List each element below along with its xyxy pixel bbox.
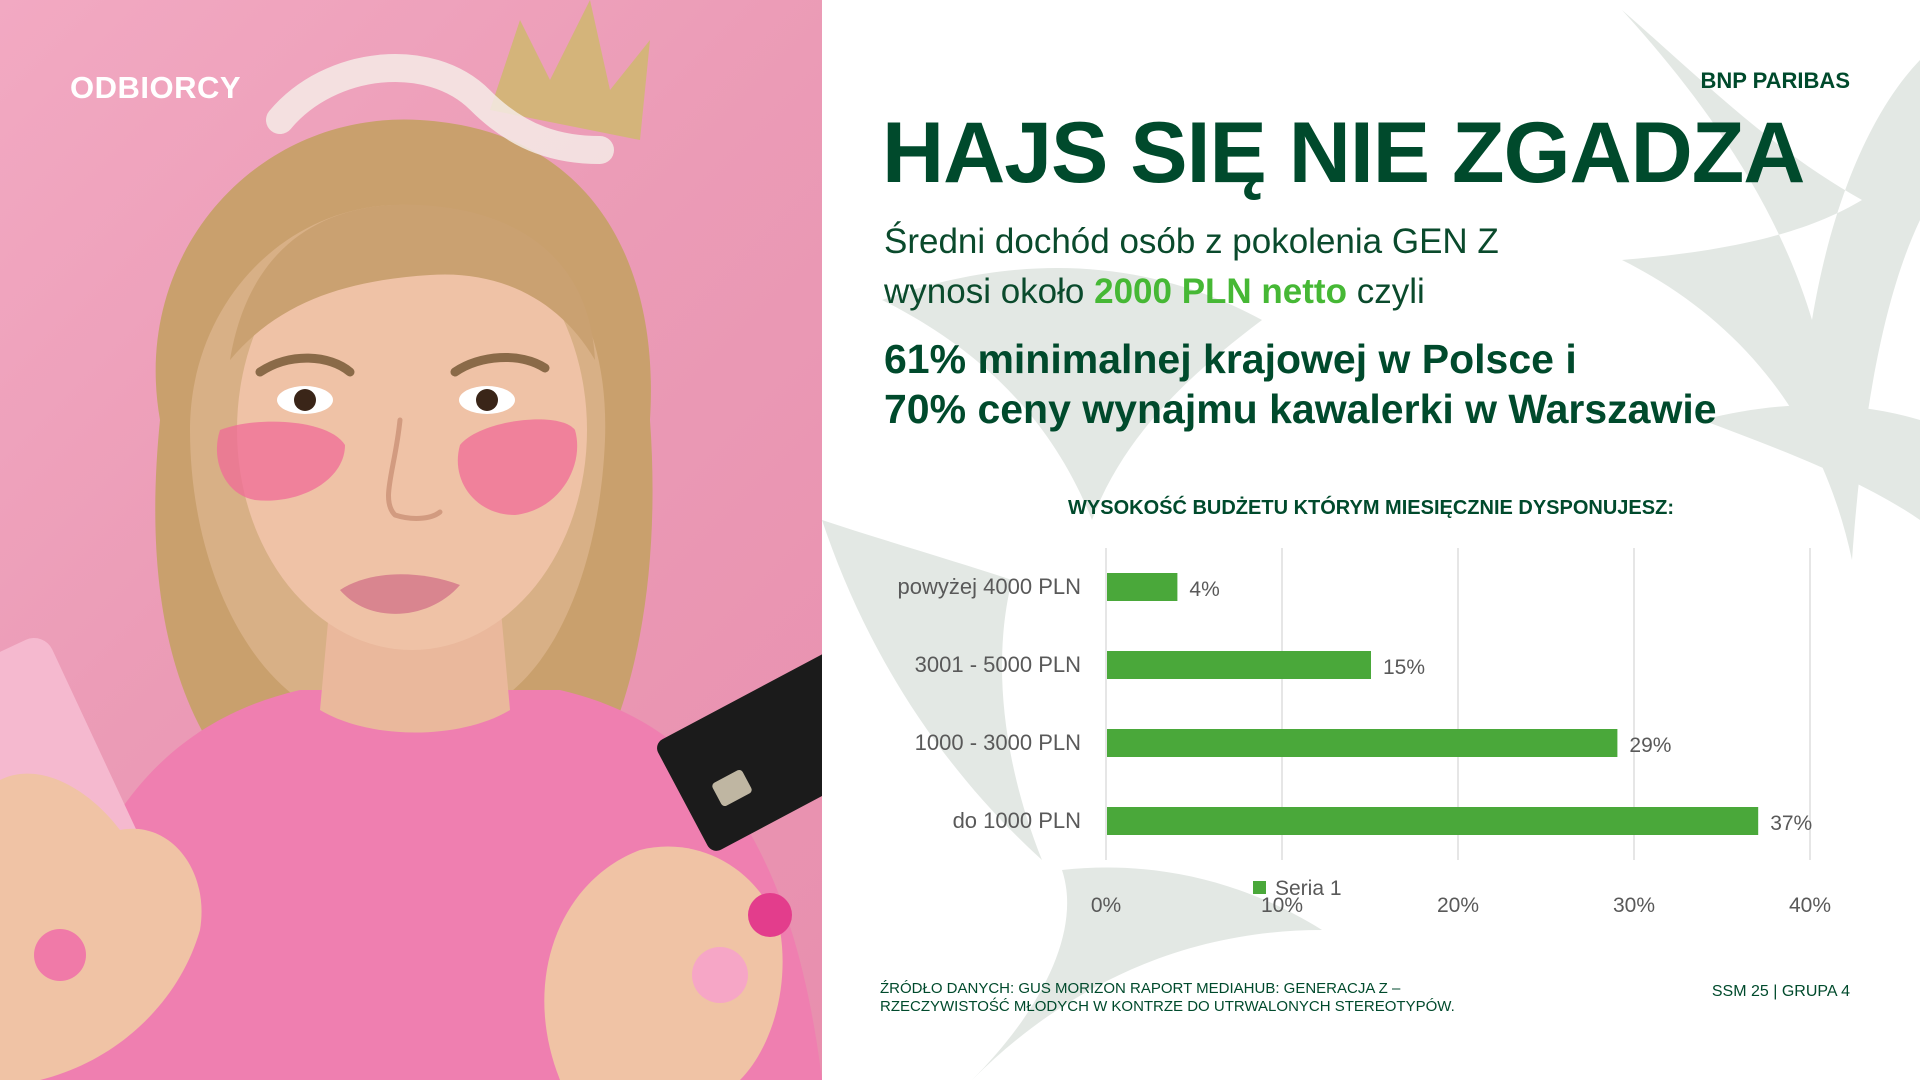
bar bbox=[1107, 729, 1618, 757]
bar bbox=[1107, 573, 1178, 601]
section-label: ODBIORCY bbox=[70, 70, 242, 105]
bar bbox=[1107, 807, 1759, 835]
page-title: HAJS SIĘ NIE ZGADZA bbox=[882, 105, 1805, 201]
x-tick-label: 20% bbox=[1437, 894, 1479, 917]
category-label: powyżej 4000 PLN bbox=[898, 574, 1081, 599]
budget-bar-chart: 0% 10% 20% 30% 40% powyżej 4000 PLN 4% 3001 - 5… bbox=[898, 548, 1831, 917]
data-label: 4% bbox=[1189, 578, 1219, 601]
legend-swatch bbox=[1253, 881, 1266, 894]
subtitle-line-2: wynosi około 2000 PLN netto czyli bbox=[884, 272, 1425, 312]
legend-label: Seria 1 bbox=[1275, 877, 1342, 900]
bnp-star-watermark bbox=[822, 10, 1920, 1080]
hero-photo: ODBIORCY bbox=[0, 0, 822, 1080]
subtitle-line-1: Średni dochód osób z pokolenia GEN Z bbox=[884, 222, 1499, 261]
category-label: 1000 - 3000 PLN bbox=[915, 730, 1081, 755]
x-tick-label: 10% bbox=[1261, 894, 1303, 917]
data-source-note: ŹRÓDŁO DANYCH: GUS MORIZON RAPORT MEDIAH… bbox=[880, 980, 1455, 1015]
brand-logo-text: BNP PARIBAS bbox=[1700, 68, 1850, 93]
x-tick-label: 40% bbox=[1789, 894, 1831, 917]
data-label: 29% bbox=[1629, 734, 1671, 757]
subtitle-line-2-end: czyli bbox=[1346, 272, 1425, 311]
hero-photo-illustration bbox=[0, 0, 822, 1080]
statement-line-2: 70% ceny wynajmu kawalerki w Warszawie bbox=[884, 386, 1717, 432]
subtitle-line-2-start: wynosi około bbox=[884, 272, 1095, 311]
bar bbox=[1107, 651, 1371, 679]
category-label: 3001 - 5000 PLN bbox=[915, 652, 1081, 677]
x-tick-label: 0% bbox=[1091, 894, 1121, 917]
page-tag: SSM 25 | GRUPA 4 bbox=[1711, 983, 1850, 1000]
income-highlight: 2000 PLN netto bbox=[1094, 272, 1347, 311]
data-label: 15% bbox=[1383, 656, 1425, 679]
data-label: 37% bbox=[1770, 812, 1812, 835]
slide-content: BNP PARIBAS HAJS SIĘ NIE ZGADZA Średni d… bbox=[822, 0, 1920, 1080]
x-tick-label: 30% bbox=[1613, 894, 1655, 917]
chart-title: WYSOKOŚĆ BUDŻETU KTÓRYM MIESIĘCZNIE DYSP… bbox=[1068, 497, 1674, 519]
category-label: do 1000 PLN bbox=[953, 808, 1081, 833]
statement-line-1: 61% minimalnej krajowej w Polsce i bbox=[884, 336, 1577, 382]
